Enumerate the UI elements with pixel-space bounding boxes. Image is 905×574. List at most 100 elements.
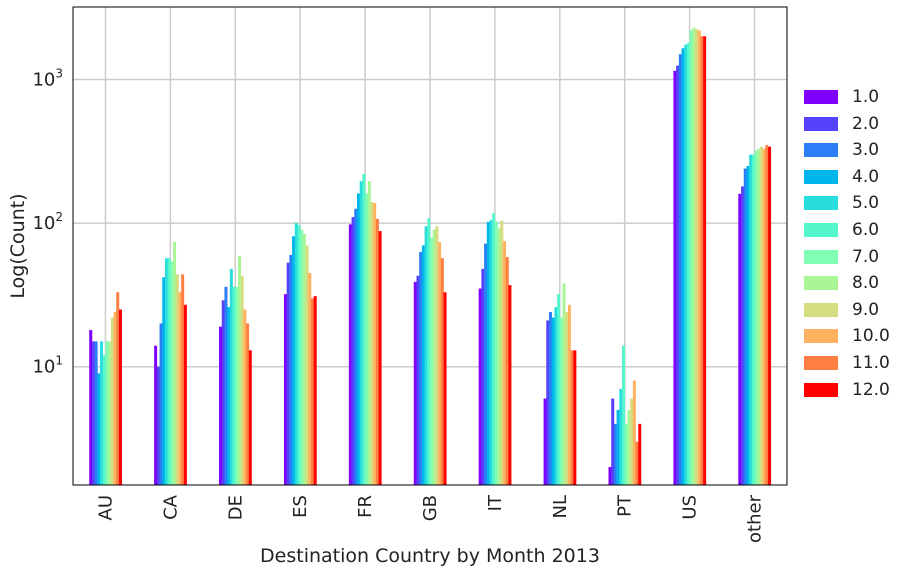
- legend-swatch: [804, 116, 838, 131]
- bar: [362, 173, 366, 485]
- x-tick-label: PT: [615, 494, 636, 517]
- bar: [613, 423, 617, 485]
- bar: [167, 258, 171, 485]
- bar: [373, 203, 377, 485]
- bar: [108, 341, 112, 485]
- bar: [543, 398, 547, 485]
- legend-swatch: [804, 169, 838, 184]
- bar: [221, 300, 225, 485]
- x-tick-label: GB: [420, 495, 441, 521]
- bar: [237, 256, 241, 485]
- bar: [359, 181, 363, 485]
- bar: [751, 154, 755, 485]
- legend-label: 2.0: [852, 113, 880, 134]
- bar: [611, 398, 615, 485]
- legend-label: 6.0: [852, 219, 880, 240]
- bar: [746, 165, 750, 485]
- bar: [546, 320, 550, 485]
- bar: [294, 223, 298, 485]
- bar: [311, 298, 315, 485]
- x-tick-label: FR: [355, 495, 376, 518]
- legend-label: 1.0: [852, 87, 880, 107]
- bar: [768, 146, 772, 485]
- legend-swatch: [804, 276, 838, 291]
- bar: [622, 345, 626, 485]
- x-axis-label: Destination Country by Month 2013: [260, 545, 600, 567]
- bar: [435, 226, 439, 485]
- bar: [554, 307, 558, 485]
- bar: [686, 42, 690, 485]
- legend-swatch: [804, 196, 838, 211]
- bar: [229, 268, 233, 485]
- bar: [484, 243, 488, 485]
- bar: [348, 224, 352, 486]
- bar: [492, 213, 496, 485]
- bar: [608, 467, 612, 485]
- legend-label: 4.0: [852, 166, 880, 187]
- bar: [684, 44, 688, 486]
- bar: [749, 154, 753, 485]
- bar: [551, 317, 555, 485]
- bar: [300, 229, 304, 485]
- bar: [356, 193, 360, 485]
- bar: [105, 341, 109, 485]
- bar: [635, 441, 639, 485]
- x-tick-label: NL: [550, 495, 571, 519]
- bar: [438, 241, 442, 485]
- bar: [164, 258, 168, 485]
- bar: [549, 312, 553, 485]
- bar: [759, 146, 763, 485]
- bar: [308, 272, 312, 485]
- legend-swatch: [804, 222, 838, 237]
- y-tick-label: 101: [32, 354, 63, 378]
- x-axis-ticks: AU CA DE ES FR GB IT NL PT US other: [95, 494, 765, 543]
- bar: [619, 388, 623, 485]
- bar: [240, 275, 244, 485]
- legend-label: 9.0: [852, 299, 880, 320]
- bar: [557, 294, 561, 485]
- bar: [375, 218, 379, 485]
- legend-label: 11.0: [852, 352, 890, 373]
- bar: [741, 186, 745, 485]
- bar: [243, 309, 247, 485]
- bar: [235, 286, 239, 485]
- bar: [503, 241, 507, 485]
- bar: [178, 292, 182, 485]
- bar: [97, 373, 101, 485]
- bar: [638, 423, 642, 485]
- bar: [440, 258, 444, 485]
- x-tick-label: DE: [225, 495, 246, 520]
- bar: [351, 217, 355, 486]
- bar: [689, 30, 693, 486]
- bar: [743, 168, 747, 485]
- bar: [413, 281, 417, 485]
- bar: [154, 345, 158, 485]
- bar: [365, 193, 369, 485]
- bar: [703, 36, 707, 486]
- bar: [427, 218, 431, 485]
- bar: [695, 28, 699, 486]
- bar: [286, 262, 290, 485]
- bars: [89, 27, 772, 486]
- bar: [354, 208, 358, 485]
- bar: [489, 220, 493, 486]
- bar: [118, 309, 122, 485]
- bar: [697, 30, 701, 486]
- legend-label: 5.0: [852, 193, 880, 214]
- legend-label: 12.0: [852, 379, 890, 400]
- y-axis-label: Log(Count): [7, 193, 29, 298]
- bar: [573, 350, 577, 485]
- bar: [692, 27, 696, 486]
- bar: [630, 398, 634, 485]
- bar: [156, 366, 160, 485]
- y-tick-label: 103: [32, 67, 63, 91]
- bar: [113, 312, 117, 485]
- bar: [616, 409, 620, 485]
- bar: [175, 274, 179, 485]
- bar: [370, 202, 374, 486]
- bar: [676, 65, 680, 485]
- y-axis-ticks: 101 102 103: [32, 67, 63, 378]
- bar: [289, 254, 293, 485]
- bar: [416, 275, 420, 485]
